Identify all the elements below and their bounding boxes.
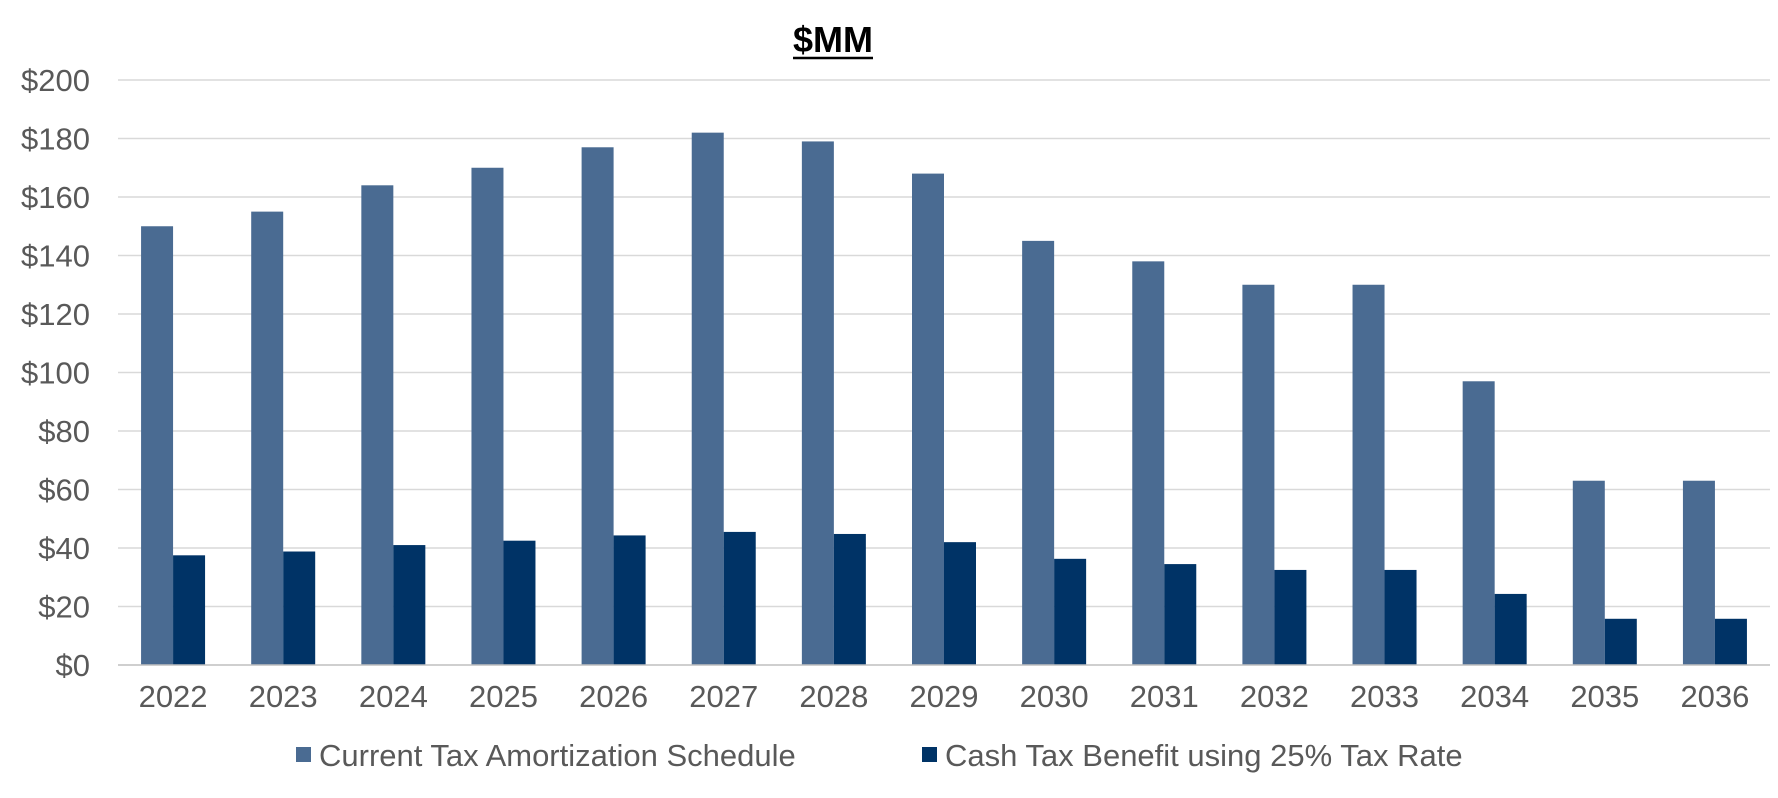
bar-amortization — [1682, 480, 1715, 665]
bar-cash-tax-benefit — [1604, 618, 1637, 665]
y-tick-label: $20 — [38, 590, 90, 625]
chart-title-group: $MM — [793, 19, 873, 60]
y-tick-label: $40 — [38, 531, 90, 566]
bar-amortization — [251, 211, 284, 665]
bar-cash-tax-benefit — [1164, 564, 1197, 665]
legend-swatch — [922, 747, 937, 762]
legend-swatch — [296, 747, 311, 762]
bar-cash-tax-benefit — [1054, 558, 1087, 665]
bar-amortization — [581, 147, 614, 665]
legend-label: Cash Tax Benefit using 25% Tax Rate — [945, 738, 1463, 773]
bar-amortization — [1572, 480, 1605, 665]
bar-amortization — [801, 141, 834, 666]
bar-cash-tax-benefit — [1494, 593, 1527, 665]
bar-amortization — [1352, 284, 1385, 665]
bar-cash-tax-benefit — [503, 540, 536, 665]
bar-cash-tax-benefit — [944, 542, 976, 665]
y-tick-label: $180 — [21, 122, 90, 157]
chart-title: $MM — [793, 19, 873, 60]
bar-cash-tax-benefit — [173, 555, 206, 665]
x-tick-label: 2023 — [249, 679, 318, 714]
x-tick-label: 2028 — [799, 679, 868, 714]
y-tick-label: $200 — [21, 63, 90, 98]
bar-cash-tax-benefit — [1384, 569, 1417, 665]
bar-amortization — [1022, 240, 1055, 665]
bar-amortization — [141, 226, 174, 665]
bar-amortization — [1462, 381, 1495, 665]
bar-cash-tax-benefit — [1274, 569, 1307, 665]
bar-amortization — [471, 167, 504, 665]
y-tick-label: $100 — [21, 356, 90, 391]
bars — [141, 132, 1747, 666]
x-tick-label: 2035 — [1570, 679, 1639, 714]
y-tick-label: $60 — [38, 473, 90, 508]
x-tick-label: 2030 — [1020, 679, 1089, 714]
bar-amortization — [1132, 261, 1165, 665]
bar-amortization — [691, 132, 724, 665]
x-tick-label: 2033 — [1350, 679, 1419, 714]
y-tick-label: $120 — [21, 297, 90, 332]
y-tick-label: $140 — [21, 239, 90, 274]
bar-cash-tax-benefit — [283, 551, 316, 665]
x-tick-label: 2032 — [1240, 679, 1309, 714]
bar-cash-tax-benefit — [723, 531, 756, 665]
bar-amortization — [1242, 284, 1275, 665]
legend-label: Current Tax Amortization Schedule — [319, 738, 796, 773]
y-tick-label: $80 — [38, 414, 90, 449]
x-tick-label: 2031 — [1130, 679, 1199, 714]
x-tick-label: 2026 — [579, 679, 648, 714]
bar-cash-tax-benefit — [1714, 618, 1747, 665]
y-tick-label: $160 — [21, 180, 90, 215]
x-tick-label: 2029 — [910, 679, 979, 714]
legend: Current Tax Amortization Schedule Cash Ta… — [296, 738, 1463, 773]
x-tick-label: 2034 — [1460, 679, 1529, 714]
y-tick-label: $0 — [56, 648, 90, 683]
bar-amortization — [361, 185, 394, 666]
bar-cash-tax-benefit — [393, 545, 426, 665]
bar-cash-tax-benefit — [833, 533, 866, 665]
axes: $0 $20 $40 $60 $80 $100 $120 $140 $160 $180 $200 20… — [21, 63, 1770, 714]
bar-cash-tax-benefit — [613, 535, 646, 665]
bar-amortization — [912, 173, 944, 665]
x-tick-label: 2022 — [139, 679, 208, 714]
x-tick-label: 2024 — [359, 679, 428, 714]
x-tick-label: 2025 — [469, 679, 538, 714]
x-tick-label: 2036 — [1680, 679, 1749, 714]
x-tick-label: 2027 — [689, 679, 758, 714]
